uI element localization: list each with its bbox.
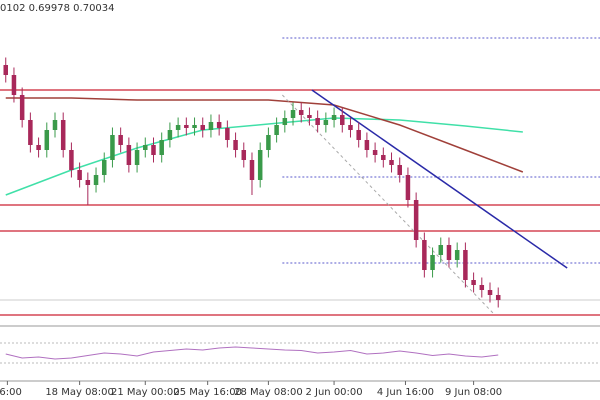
candle-body xyxy=(225,128,230,140)
candle-body xyxy=(101,160,107,175)
candle-body xyxy=(52,120,58,130)
x-tick-label: 18 May 08:00 xyxy=(45,387,114,398)
candle-body xyxy=(3,65,9,75)
candle-body xyxy=(340,115,345,125)
candle-body xyxy=(175,125,181,130)
candle-body xyxy=(36,145,41,150)
candle-body xyxy=(143,145,148,150)
candle-body xyxy=(282,118,288,125)
trend-line xyxy=(311,89,568,269)
candle-body xyxy=(134,150,140,165)
candle-body xyxy=(397,165,402,175)
candle-body xyxy=(266,135,271,150)
candle-body xyxy=(69,150,74,170)
candle-body xyxy=(233,140,238,150)
candle-body xyxy=(11,75,17,95)
candle-body xyxy=(192,125,197,128)
candle-body xyxy=(110,135,115,160)
candle-body xyxy=(274,125,279,135)
candle-body xyxy=(495,295,501,300)
header-values: 0102 0.69978 0.70034 xyxy=(0,3,115,14)
candle-body xyxy=(241,150,247,160)
candle-body xyxy=(290,110,296,118)
candle-body xyxy=(257,150,263,180)
candle-body xyxy=(208,122,214,130)
x-tick-label: 9 Jun 08:00 xyxy=(445,387,502,398)
candle-body xyxy=(422,240,427,270)
candle-body xyxy=(28,120,33,145)
candle-body xyxy=(85,180,91,185)
x-tick-label: 21 May 00:00 xyxy=(111,387,180,398)
candle-body xyxy=(413,200,419,240)
candle-body xyxy=(126,145,132,165)
candle-body xyxy=(348,125,353,130)
candle-body xyxy=(364,140,370,150)
candle-body xyxy=(356,130,361,140)
candle-body xyxy=(315,118,320,125)
candle-body xyxy=(77,170,82,180)
candle-body xyxy=(381,155,386,160)
candle-body xyxy=(184,125,189,128)
candle-body xyxy=(446,245,452,260)
candle-body xyxy=(151,145,156,155)
candle-body xyxy=(405,175,411,200)
candle-body xyxy=(19,95,25,120)
candle-body xyxy=(463,250,468,280)
candle-body xyxy=(159,140,164,155)
x-tick-label: 25 May 16:00 xyxy=(173,387,242,398)
candle-body xyxy=(438,245,444,255)
candle-body xyxy=(307,115,312,118)
candle-body xyxy=(487,290,493,295)
candle-body xyxy=(249,160,255,180)
candle-body xyxy=(479,285,485,290)
candle-body xyxy=(298,110,304,115)
candle-body xyxy=(372,150,378,155)
candle-body xyxy=(60,120,66,150)
candle-body xyxy=(167,130,173,140)
x-tick-label: 4 Jun 16:00 xyxy=(377,387,434,398)
candle-body xyxy=(200,125,205,130)
candle-body xyxy=(118,135,123,145)
candle-body xyxy=(93,175,99,185)
candle-body xyxy=(430,255,435,270)
candle-body xyxy=(323,120,329,125)
x-tick-label: 2 Jun 00:00 xyxy=(305,387,362,398)
x-tick-label: 16:00 xyxy=(0,387,22,398)
candle-body xyxy=(454,250,460,260)
moving-average xyxy=(5,97,524,173)
candle-body xyxy=(44,130,50,150)
x-tick-label: 28 May 08:00 xyxy=(234,387,303,398)
candle-body xyxy=(216,122,222,128)
rsi-line xyxy=(5,346,499,360)
moving-average xyxy=(5,117,523,196)
candle-body xyxy=(389,160,394,165)
candle-body xyxy=(471,280,476,285)
candle-body xyxy=(331,115,337,120)
